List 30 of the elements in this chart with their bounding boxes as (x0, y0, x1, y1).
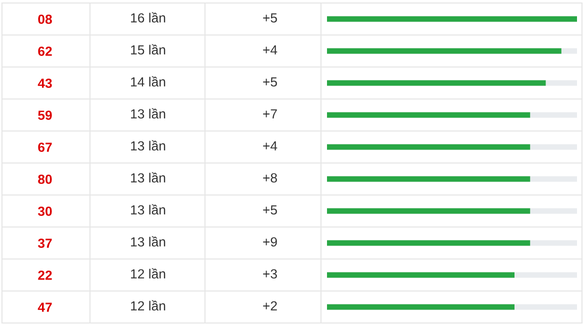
text: +4 (263, 45, 278, 54)
y-tick-label: 80 (38, 174, 52, 184)
y-tick-label: 30 (38, 206, 52, 216)
data-label: 14 lần (131, 76, 166, 87)
text: +8 (263, 173, 277, 183)
text: +3 (263, 269, 277, 279)
data-label: 12 lần (131, 300, 166, 311)
data-label: 12 lần (131, 268, 166, 279)
text: +5 (263, 205, 277, 215)
y-tick-label: 62 (38, 46, 52, 56)
y-tick-label: 22 (38, 270, 52, 280)
y-tick-label: 67 (38, 142, 52, 152)
text: +5 (263, 77, 277, 87)
y-tick-label: 59 (38, 110, 52, 120)
text: +9 (263, 237, 277, 247)
data-label: 13 lần (131, 236, 166, 247)
text: +5 (263, 13, 277, 23)
data-label: 13 lần (131, 204, 166, 215)
text: +2 (263, 301, 277, 310)
y-tick-label: 43 (38, 78, 52, 88)
data-label: 13 lần (131, 108, 166, 119)
text: +4 (263, 141, 278, 150)
y-tick-label: 47 (38, 302, 52, 312)
y-tick-label: 08 (38, 14, 52, 24)
data-label: 13 lần (131, 140, 166, 151)
data-label: 13 lần (131, 172, 166, 183)
y-tick-label: 37 (38, 238, 52, 248)
data-label: 15 lần (131, 44, 166, 55)
text: +7 (263, 109, 277, 118)
data-label: 16 lần (131, 12, 166, 23)
